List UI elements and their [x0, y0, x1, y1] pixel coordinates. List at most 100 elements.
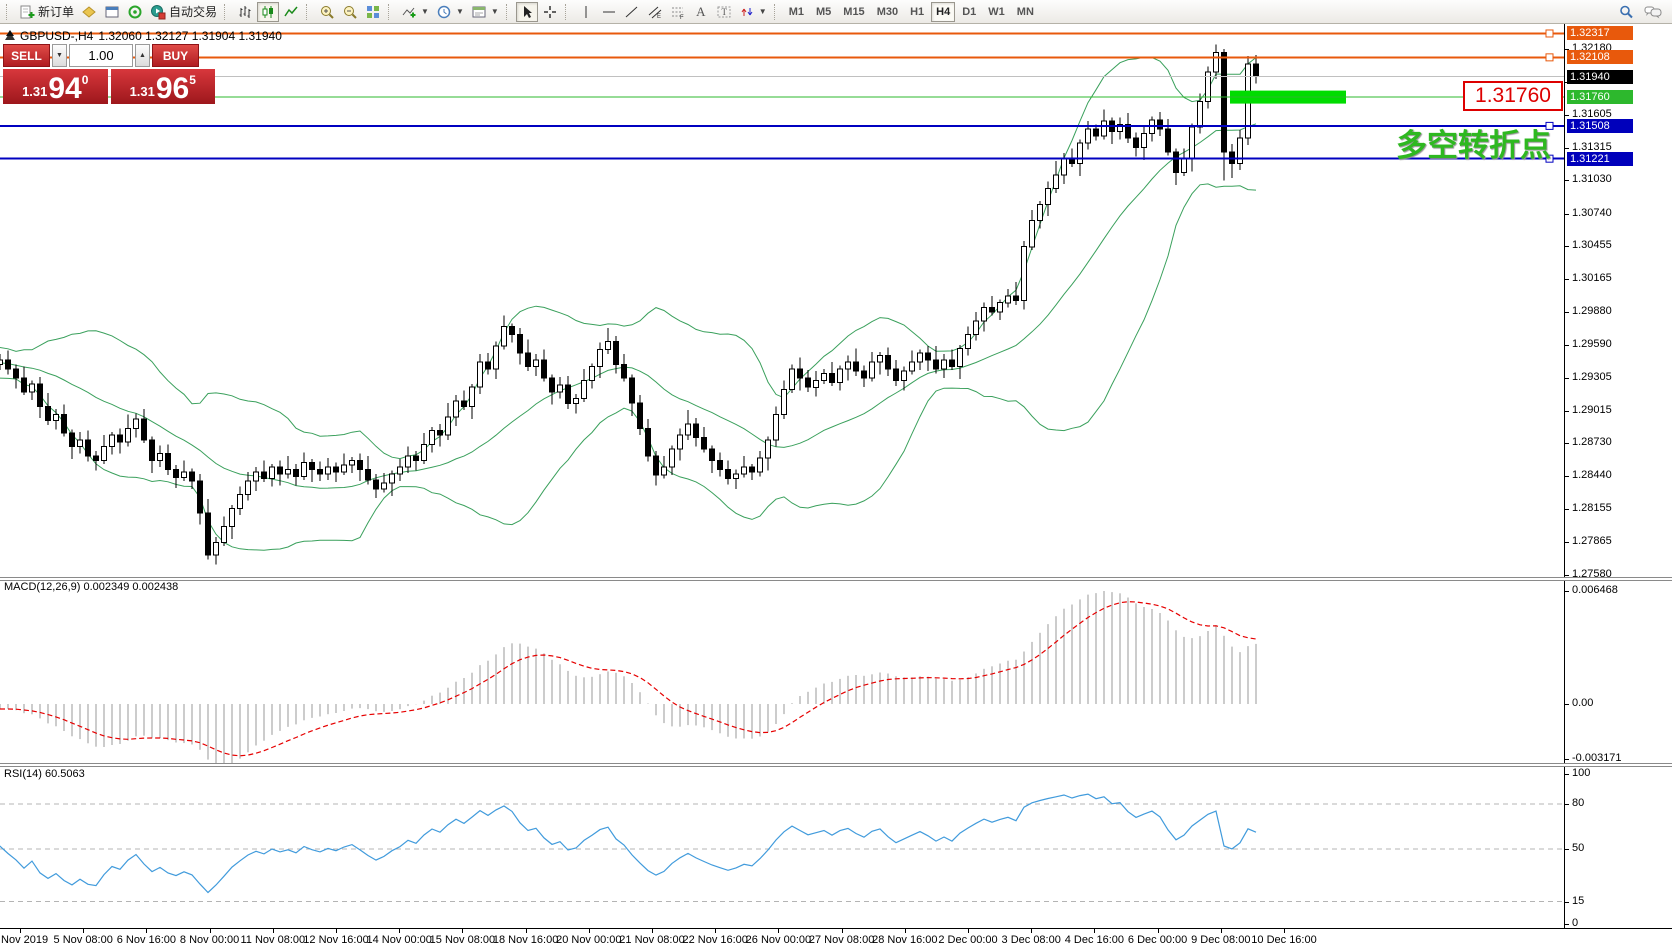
pane-separator[interactable] [0, 577, 1672, 581]
tf-button-MN[interactable]: MN [1012, 2, 1039, 22]
navigator-button[interactable] [124, 2, 146, 22]
toolbar-drag-handle[interactable] [505, 3, 511, 20]
candle-bear [45, 406, 51, 421]
toolbar-drag-handle[interactable] [388, 3, 393, 20]
candle-bull [741, 466, 747, 475]
candle-bull [1117, 124, 1123, 132]
market-watch-button[interactable] [78, 2, 100, 22]
time-axis[interactable]: 4 Nov 2019 5 Nov 08:006 Nov 16:008 Nov 00… [0, 928, 1672, 949]
trade-panel-collapse-toggle[interactable] [6, 30, 14, 36]
sell-price-button[interactable]: 1.31 94 0 [3, 69, 108, 104]
sell-price-sup: 0 [81, 73, 89, 87]
chat-button[interactable] [1641, 2, 1665, 22]
hline-tool-button[interactable] [598, 2, 620, 22]
cursor-tool-button[interactable] [515, 1, 538, 22]
macd-pane[interactable] [0, 580, 1564, 763]
pane-separator[interactable] [0, 763, 1672, 767]
candle-bull [669, 448, 675, 468]
tf-button-M30[interactable]: M30 [872, 2, 903, 22]
toolbar-drag-handle[interactable] [564, 3, 570, 20]
tf-button-W1[interactable]: W1 [983, 2, 1010, 22]
main-chart-pane[interactable] [0, 24, 1564, 578]
candle-bear [525, 352, 531, 368]
hline-anchor[interactable] [1545, 154, 1554, 163]
bar-chart-button[interactable] [234, 2, 256, 22]
candle-bull [661, 466, 667, 476]
price-badge: 1.32108 [1567, 50, 1633, 65]
toolbar-drag-handle[interactable] [6, 3, 11, 20]
line-chart-button[interactable] [280, 2, 302, 22]
candle-bull [421, 443, 427, 461]
text-label-tool-button[interactable]: T [713, 2, 735, 22]
channel-tool-button[interactable]: E [644, 2, 666, 22]
zoom-in-icon [319, 4, 335, 20]
toolbar-drag-handle[interactable] [306, 3, 311, 20]
tf-button-H1[interactable]: H1 [905, 2, 929, 22]
axis-tick-label: 1.28730 [1565, 436, 1612, 448]
hline-anchor[interactable] [1545, 121, 1554, 130]
tf-button-M1[interactable]: M1 [784, 2, 809, 22]
toolbar-drag-handle[interactable] [773, 3, 779, 20]
price-badge: 1.32317 [1567, 26, 1633, 41]
hline-icon [601, 4, 617, 20]
volume-up-button[interactable]: ▲ [135, 44, 150, 67]
zoom-in-button[interactable] [316, 2, 338, 22]
periods-button[interactable]: ▼ [433, 2, 467, 22]
hline-anchor[interactable] [1545, 29, 1554, 38]
arrows-tool-button[interactable]: ▼ [736, 2, 770, 22]
candle-bear [205, 512, 211, 556]
time-axis-label: 21 Nov 08:00 [619, 934, 685, 946]
candle-bear [517, 334, 523, 354]
add-indicator-button[interactable]: ▼ [398, 2, 432, 22]
volume-input[interactable] [69, 44, 133, 67]
axis-tick-label: -0.003171 [1565, 752, 1622, 764]
price-axis[interactable]: 1.321801.318901.316051.313151.310301.307… [1564, 24, 1672, 929]
time-axis-tick [1031, 929, 1033, 933]
autotrading-button[interactable]: 自动交易 [147, 2, 220, 22]
time-axis-tick [272, 929, 274, 933]
candle-bull [1053, 174, 1059, 190]
tf-button-M15[interactable]: M15 [838, 2, 869, 22]
toolbar-drag-handle[interactable] [224, 3, 229, 20]
candle-bear [989, 306, 995, 313]
data-window-button[interactable] [101, 2, 123, 22]
dropdown-caret-icon: ▼ [490, 7, 499, 16]
candle-bear [165, 453, 171, 470]
candle-bull [157, 453, 163, 461]
candle-bear [749, 466, 755, 473]
autotrading-label: 自动交易 [169, 5, 218, 19]
price-badge: 1.31760 [1567, 90, 1633, 105]
price-level-callout[interactable]: 1.31760 [1463, 81, 1563, 111]
text-label-icon: T [716, 4, 732, 20]
crosshair-tool-button[interactable] [539, 2, 561, 22]
volume-down-button[interactable]: ▼ [52, 44, 67, 67]
tile-windows-button[interactable] [362, 2, 384, 22]
buy-button[interactable]: BUY [152, 44, 199, 67]
rsi-pane[interactable] [0, 766, 1564, 927]
candle-bull [285, 469, 291, 475]
buy-price-button[interactable]: 1.31 96 5 [110, 69, 215, 104]
fibonacci-tool-button[interactable]: F [667, 2, 689, 22]
search-button[interactable] [1615, 2, 1637, 22]
candle-bull [429, 430, 435, 445]
macd-signal-line [0, 601, 1257, 757]
candlestick-chart-button[interactable] [257, 1, 280, 22]
vline-tool-button[interactable] [575, 2, 597, 22]
text-tool-button[interactable]: A [690, 2, 712, 22]
tf-button-M5[interactable]: M5 [811, 2, 836, 22]
turning-point-annotation[interactable]: 多空转折点 [1396, 128, 1551, 163]
tf-button-D1[interactable]: D1 [957, 2, 981, 22]
new-order-button[interactable]: 新订单 [16, 2, 77, 22]
tf-button-H4[interactable]: H4 [931, 1, 956, 22]
sell-button[interactable]: SELL [3, 44, 50, 67]
axis-tick-label: 1.31315 [1565, 141, 1612, 153]
candle-bull [221, 526, 227, 544]
trendline-tool-button[interactable] [621, 2, 643, 22]
templates-button[interactable]: ▼ [468, 2, 502, 22]
chart-symbol-icon [5, 32, 15, 40]
zoom-out-button[interactable] [339, 2, 361, 22]
candle-bear [21, 377, 27, 393]
hline-anchor[interactable] [1545, 53, 1554, 62]
candle-bull [845, 361, 851, 370]
time-axis-tick [778, 929, 780, 933]
